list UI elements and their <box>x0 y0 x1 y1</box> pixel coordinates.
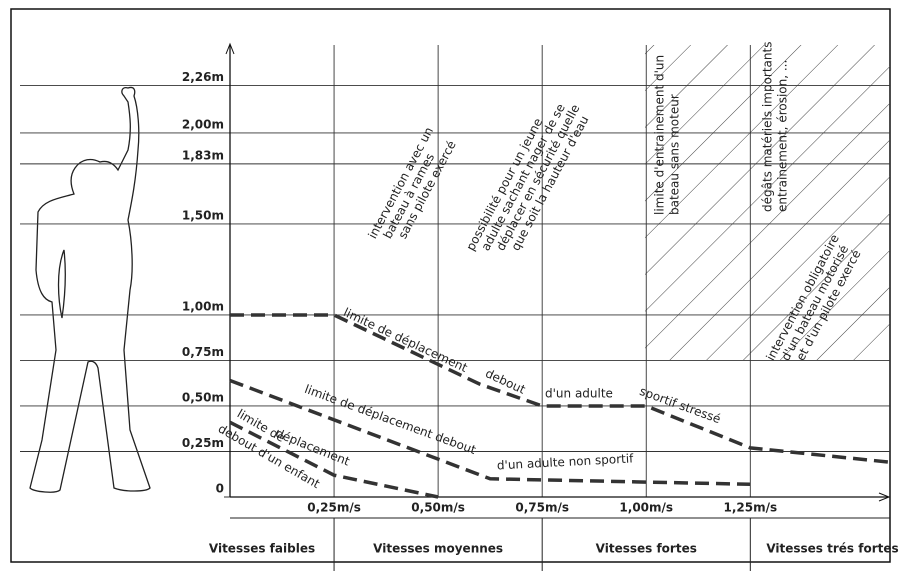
y-tick-label: 0,75m <box>182 345 224 359</box>
y-tick-label: 0,50m <box>182 390 224 404</box>
y-tick-label: 1,50m <box>182 208 224 222</box>
y-tick-label: 1,00m <box>182 299 224 313</box>
zone-note: dégâts matériels importants <box>761 42 775 212</box>
x-axis-arrow <box>878 492 891 502</box>
y-tick-label: 0,25m <box>182 436 224 450</box>
human-figure <box>29 86 151 493</box>
band-label: Vitesses fortes <box>596 542 697 556</box>
x-tick-label: 0,25m/s <box>307 501 361 515</box>
x-tick-label: 1,00m/s <box>619 501 673 515</box>
x-tick-label: 0,50m/s <box>411 501 465 515</box>
x-tick-label: 0,75m/s <box>515 501 569 515</box>
line-annotation: d'un adulte non sportif <box>497 451 635 472</box>
line-annotation: debout <box>483 366 527 397</box>
y-tick-label: 0 <box>216 482 224 496</box>
zone-note: limite d'entrainement d'un <box>653 55 667 215</box>
limit-line <box>230 313 893 465</box>
line-annotation: limite de déplacement <box>341 305 470 375</box>
limit-line <box>229 420 439 499</box>
y-tick-label: 2,00m <box>182 117 224 131</box>
band-label: Vitesses faibles <box>209 542 315 556</box>
y-axis-arrow <box>225 42 235 55</box>
hatched-zone <box>645 45 890 360</box>
band-label: Vitesses trés fortes <box>766 542 898 556</box>
zone-note: entrainement, érosion, ... <box>776 60 790 212</box>
zone-note: bateau sans moteur <box>668 94 682 215</box>
line-annotation: d'un adulte <box>545 387 613 401</box>
band-label: Vitesses moyennes <box>373 542 503 556</box>
limit-line <box>229 378 751 487</box>
y-tick-label: 1,83m <box>182 148 224 162</box>
y-tick-label: 2,26m <box>182 70 224 84</box>
x-tick-label: 1,25m/s <box>723 501 777 515</box>
